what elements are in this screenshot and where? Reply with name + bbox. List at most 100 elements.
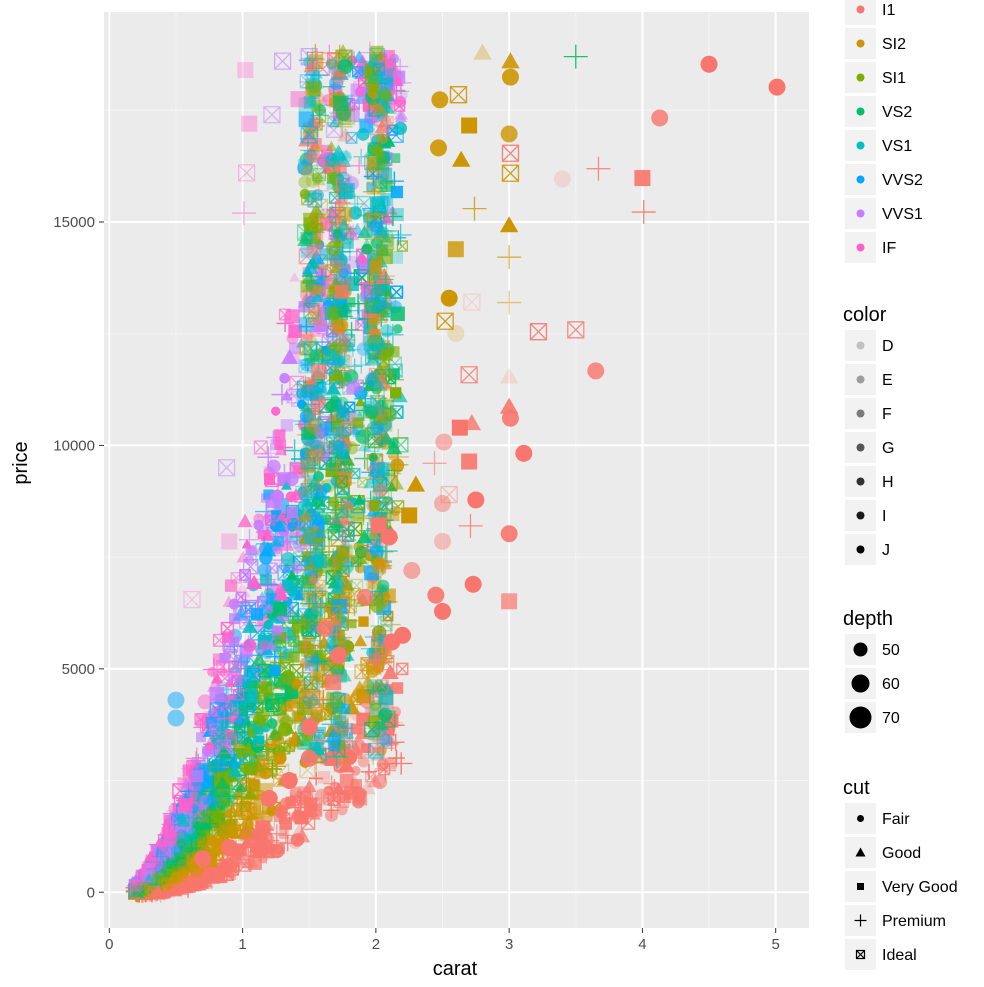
scatter-point bbox=[190, 753, 206, 769]
scatter-point bbox=[245, 545, 256, 555]
scatter-point bbox=[289, 272, 300, 282]
scatter-point bbox=[391, 682, 404, 694]
scatter-point bbox=[352, 417, 364, 429]
scatter-point bbox=[266, 562, 278, 574]
scatter-point bbox=[182, 775, 195, 788]
scatter-point bbox=[345, 297, 356, 308]
scatter-point bbox=[353, 410, 366, 421]
scatter-point bbox=[257, 563, 272, 578]
scatter-point bbox=[396, 662, 409, 676]
scatter-point bbox=[272, 502, 285, 515]
scatter-point bbox=[187, 751, 206, 770]
scatter-cloud bbox=[125, 41, 413, 903]
scatter-point bbox=[188, 759, 200, 770]
scatter-point bbox=[274, 429, 286, 441]
scatter-point bbox=[358, 552, 370, 564]
scatter-point bbox=[389, 223, 412, 247]
scatter-point bbox=[290, 617, 302, 628]
scatter-point bbox=[357, 477, 368, 488]
scatter-point bbox=[393, 324, 403, 334]
scatter-point bbox=[239, 763, 251, 774]
scatter-point bbox=[283, 604, 294, 615]
scatter-point bbox=[224, 790, 237, 803]
scatter-point bbox=[273, 751, 287, 765]
scatter-point bbox=[285, 309, 300, 324]
scatter-point bbox=[317, 771, 331, 784]
scatter-point bbox=[221, 639, 234, 652]
scatter-point bbox=[196, 732, 206, 743]
scatter-point bbox=[269, 664, 281, 677]
scatter-point bbox=[255, 569, 277, 590]
scatter-point bbox=[240, 817, 256, 831]
scatter-point bbox=[350, 507, 365, 522]
scatter-point bbox=[390, 505, 401, 516]
scatter-point bbox=[227, 748, 237, 758]
scatter-point bbox=[244, 555, 255, 565]
scatter-point bbox=[304, 805, 321, 820]
scatter-point bbox=[255, 622, 265, 633]
scatter-point bbox=[238, 859, 252, 872]
scatter-point bbox=[289, 461, 303, 475]
scatter-point bbox=[265, 676, 277, 687]
scatter-point bbox=[345, 131, 358, 144]
scatter-point bbox=[209, 687, 225, 702]
scatter-point bbox=[389, 458, 405, 473]
scatter-point bbox=[279, 373, 290, 384]
scatter-point bbox=[383, 50, 395, 62]
scatter-point bbox=[342, 237, 354, 249]
scatter-point bbox=[281, 551, 296, 567]
scatter-point bbox=[394, 107, 409, 120]
scatter-point bbox=[350, 765, 361, 776]
scatter-point bbox=[260, 443, 281, 464]
scatter-point bbox=[389, 511, 400, 522]
scatter-point bbox=[352, 424, 366, 437]
scatter-point bbox=[287, 522, 297, 532]
scatter-point bbox=[271, 625, 282, 636]
scatter-point bbox=[380, 324, 394, 338]
scatter-point bbox=[263, 692, 274, 702]
scatter-point bbox=[321, 514, 331, 525]
scatter-point bbox=[247, 546, 259, 557]
scatter-point bbox=[350, 779, 363, 791]
scatter-point bbox=[291, 809, 305, 824]
scatter-point bbox=[259, 766, 273, 780]
scatter-point bbox=[260, 810, 273, 823]
scatter-point bbox=[358, 616, 369, 627]
scatter-point bbox=[224, 579, 238, 592]
scatter-point bbox=[280, 670, 296, 686]
scatter-point bbox=[279, 562, 289, 572]
scatter-point bbox=[350, 222, 365, 236]
scatter-point bbox=[353, 634, 368, 647]
scatter-point bbox=[339, 773, 354, 788]
scatter-point bbox=[253, 674, 271, 690]
scatter-point bbox=[280, 419, 294, 432]
scatter-point bbox=[391, 682, 404, 694]
scatter-point bbox=[185, 747, 208, 770]
scatter-point bbox=[267, 459, 281, 474]
scatter-point bbox=[354, 563, 365, 574]
scatter-point bbox=[396, 240, 408, 252]
scatter-point bbox=[381, 614, 401, 635]
scatter-point bbox=[266, 718, 278, 729]
scatter-point bbox=[241, 619, 258, 633]
scatter-point bbox=[346, 358, 363, 375]
scatter-point bbox=[372, 774, 388, 790]
scatter-point bbox=[360, 674, 376, 689]
scatter-point bbox=[267, 459, 281, 474]
scatter-point bbox=[278, 308, 291, 321]
scatter-point bbox=[390, 306, 405, 321]
scatter-point bbox=[242, 615, 257, 630]
scatter-point bbox=[273, 536, 285, 547]
scatter-point bbox=[279, 829, 289, 839]
scatter-point bbox=[271, 406, 281, 416]
scatter-point bbox=[350, 723, 362, 735]
scatter-point bbox=[390, 306, 405, 321]
scatter-point bbox=[224, 579, 238, 592]
scatter-point bbox=[288, 651, 300, 663]
scatter-point bbox=[388, 368, 400, 380]
scatter-point bbox=[240, 856, 252, 869]
scatter-point bbox=[389, 250, 404, 264]
scatter-point bbox=[345, 194, 365, 214]
scatter-point bbox=[344, 786, 359, 800]
